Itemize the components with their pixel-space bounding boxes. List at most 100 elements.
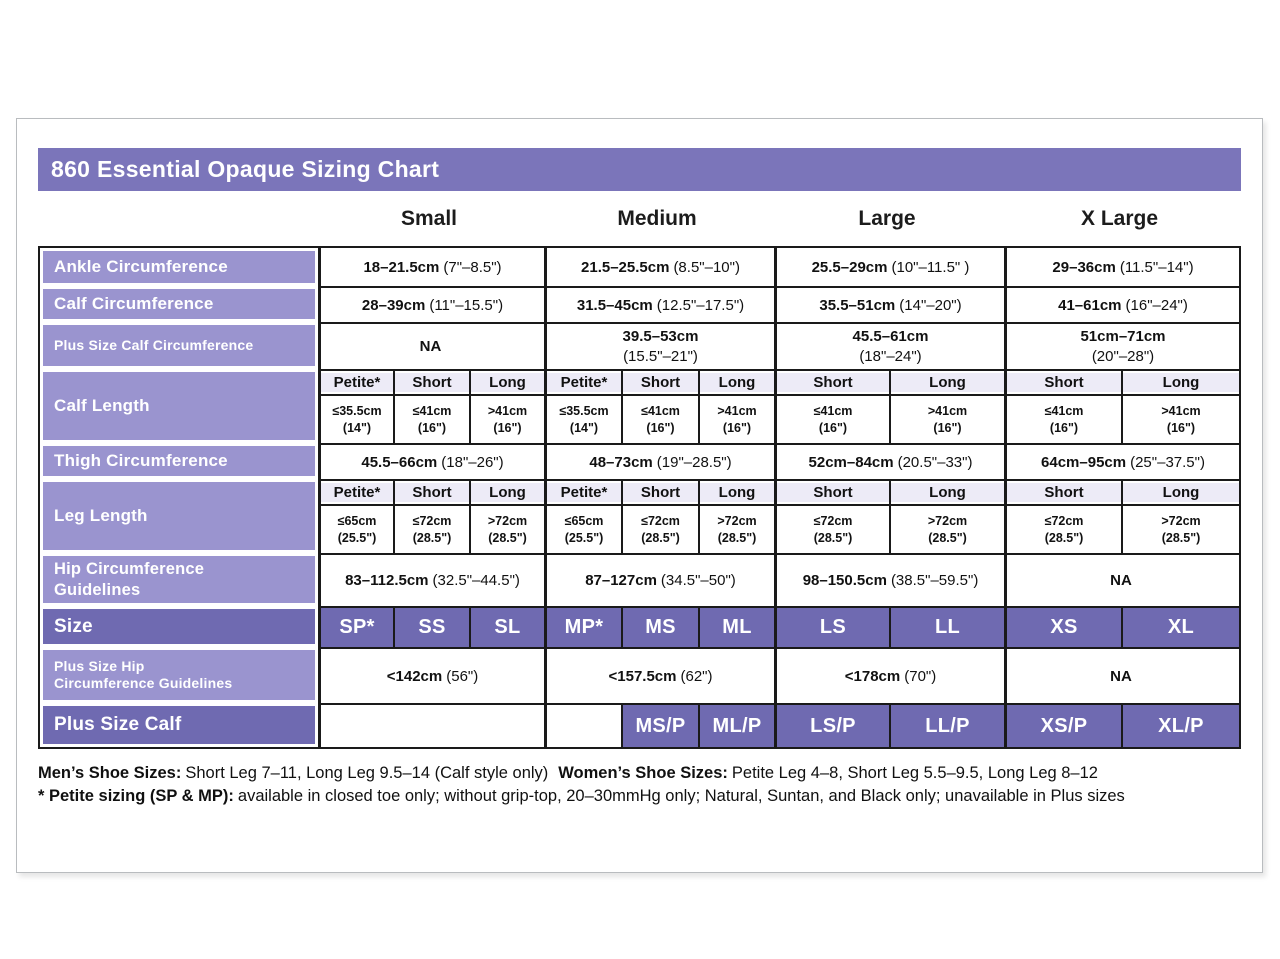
row-label-leg-length: Leg Length — [40, 479, 318, 553]
row-label-calf-length: Calf Length — [40, 369, 318, 443]
value-in: (16") — [722, 420, 752, 435]
leg-length-value-cell: ≤72cm (28.5") — [621, 504, 698, 553]
mens-shoe-sizes-text: Short Leg 7–11, Long Leg 9.5–14 (Calf st… — [185, 764, 549, 782]
size-cell-xs: XS — [1004, 606, 1121, 647]
value-in: (12.5"–17.5") — [656, 296, 745, 314]
plus-calf-cell-lsp: LS/P — [774, 703, 889, 747]
value-in: (28.5") — [412, 530, 452, 545]
ankle-small-cell: 18–21.5cm (7"–8.5") — [318, 248, 544, 286]
plus-hip-medium-cell: <157.5cm (62") — [544, 647, 774, 703]
sizing-chart-card: 860 Essential Opaque Sizing Chart Small … — [16, 118, 1263, 873]
plus-hip-xlarge-cell: NA — [1004, 647, 1239, 703]
value-cm: ≤72cm — [641, 513, 680, 528]
size-cell-ss: SS — [393, 606, 469, 647]
sizing-table: Ankle Circumference 18–21.5cm (7"–8.5") 2… — [38, 246, 1241, 749]
value-cm: 45.5–61cm — [852, 328, 929, 345]
leg-length-value-cell: >72cm (28.5") — [469, 504, 544, 553]
row-label-plus-size-calf: Plus Size Calf — [40, 703, 318, 747]
thigh-medium-cell: 48–73cm (19"–28.5") — [544, 443, 774, 479]
value-in: (20.5"–33") — [897, 453, 973, 471]
calf-length-value-cell: ≤35.5cm (14") — [544, 394, 621, 443]
calf-length-subhead-small-short: Short — [393, 369, 469, 394]
row-label-hip-circumference-guidelines: Hip Circumference Guidelines — [40, 553, 318, 606]
mens-shoe-sizes-label: Men’s Shoe Sizes: — [38, 764, 182, 782]
value-cm: 64cm–95cm — [1041, 453, 1127, 471]
leg-length-subhead-small-petite: Petite* — [318, 479, 393, 504]
size-cell-xl: XL — [1121, 606, 1239, 647]
value-in: (34.5"–50") — [660, 572, 736, 589]
plus-calf-circ-large-cell: 45.5–61cm (18"–24") — [774, 322, 1004, 369]
value-in: (38.5"–59.5") — [890, 572, 979, 589]
size-cell-ms: MS — [621, 606, 698, 647]
value-cm: >72cm — [1161, 513, 1201, 528]
value-in: (16") — [1166, 420, 1196, 435]
row-label-text: Thigh Circumference — [54, 450, 228, 470]
value-in: (14") — [342, 420, 372, 435]
leg-length-subhead-medium-short: Short — [621, 479, 698, 504]
plus-calf-circ-medium-cell: 39.5–53cm (15.5"–21") — [544, 322, 774, 369]
value-in: (25.5") — [337, 530, 377, 545]
value-in: (14"–20") — [899, 296, 962, 314]
plus-hip-large-cell: <178cm (70") — [774, 647, 1004, 703]
row-label-text: Circumference Guidelines — [54, 675, 233, 691]
value-in: (28.5") — [488, 530, 527, 545]
size-cell-sl: SL — [469, 606, 544, 647]
size-cell-ls: LS — [774, 606, 889, 647]
value-cm: >72cm — [487, 513, 528, 528]
value-cm: 52cm–84cm — [808, 453, 894, 471]
calf-length-value-cell: >41cm (16") — [469, 394, 544, 443]
value-in: (16"–24") — [1125, 296, 1188, 314]
row-label-text: Leg Length — [54, 505, 148, 525]
plus-calf-small-blank-cell — [318, 703, 544, 747]
hip-xlarge-cell: NA — [1004, 553, 1239, 606]
value-in: (56") — [446, 667, 479, 685]
value-cm: NA — [1110, 572, 1132, 589]
size-cell-ll: LL — [889, 606, 1004, 647]
row-label-ankle-circumference: Ankle Circumference — [40, 248, 318, 286]
row-label-text: Calf Length — [54, 395, 150, 415]
value-in: (62") — [680, 667, 713, 685]
value-in: (14") — [569, 420, 599, 435]
value-in: (25"–37.5") — [1130, 453, 1205, 471]
calf-large-cell: 35.5–51cm (14"–20") — [774, 286, 1004, 322]
value-cm: ≤65cm — [337, 513, 377, 528]
value-in: (16") — [646, 420, 675, 435]
leg-length-value-cell: ≤72cm (28.5") — [1004, 504, 1121, 553]
leg-length-value-cell: ≤65cm (25.5") — [318, 504, 393, 553]
calf-length-value-cell: >41cm (16") — [889, 394, 1004, 443]
value-in: (16") — [818, 420, 848, 435]
hip-large-cell: 98–150.5cm (38.5"–59.5") — [774, 553, 1004, 606]
value-cm: ≤41cm — [412, 403, 452, 418]
value-in: (8.5"–10") — [673, 258, 740, 276]
calf-length-value-cell: ≤41cm (16") — [774, 394, 889, 443]
value-cm: >41cm — [927, 403, 968, 418]
row-label-plus-size-calf-circumference: Plus Size Calf Circumference — [40, 322, 318, 369]
value-cm: 31.5–45cm — [576, 296, 653, 314]
size-cell-mp: MP* — [544, 606, 621, 647]
value-cm: 41–61cm — [1058, 296, 1122, 314]
value-cm: 87–127cm — [585, 572, 657, 589]
calf-xlarge-cell: 41–61cm (16"–24") — [1004, 286, 1239, 322]
value-cm: 29–36cm — [1052, 258, 1116, 276]
value-cm: 21.5–25.5cm — [581, 258, 670, 276]
value-in: (10"–11.5" ) — [891, 258, 970, 276]
calf-length-value-cell: ≤35.5cm (14") — [318, 394, 393, 443]
leg-length-value-cell: >72cm (28.5") — [1121, 504, 1239, 553]
value-in: (28.5") — [641, 530, 680, 545]
row-label-plus-size-hip-circumference-guidelines: Plus Size Hip Circumference Guidelines — [40, 647, 318, 703]
value-cm: ≤41cm — [1044, 403, 1084, 418]
column-header-xlarge: X Large — [1080, 206, 1159, 230]
calf-medium-cell: 31.5–45cm (12.5"–17.5") — [544, 286, 774, 322]
leg-length-value-cell: ≤72cm (28.5") — [393, 504, 469, 553]
value-cm: ≤41cm — [813, 403, 853, 418]
value-cm: NA — [419, 338, 442, 355]
thigh-xlarge-cell: 64cm–95cm (25"–37.5") — [1004, 443, 1239, 479]
plus-calf-medium-petite-blank-cell — [544, 703, 621, 747]
value-cm: ≤35.5cm — [559, 403, 609, 418]
value-in: (7"–8.5") — [443, 258, 502, 276]
value-cm: 48–73cm — [589, 453, 653, 471]
leg-length-value-cell: >72cm (28.5") — [698, 504, 774, 553]
row-label-text: Ankle Circumference — [54, 256, 228, 276]
value-in: (16") — [417, 420, 447, 435]
value-cm: 39.5–53cm — [622, 328, 699, 345]
